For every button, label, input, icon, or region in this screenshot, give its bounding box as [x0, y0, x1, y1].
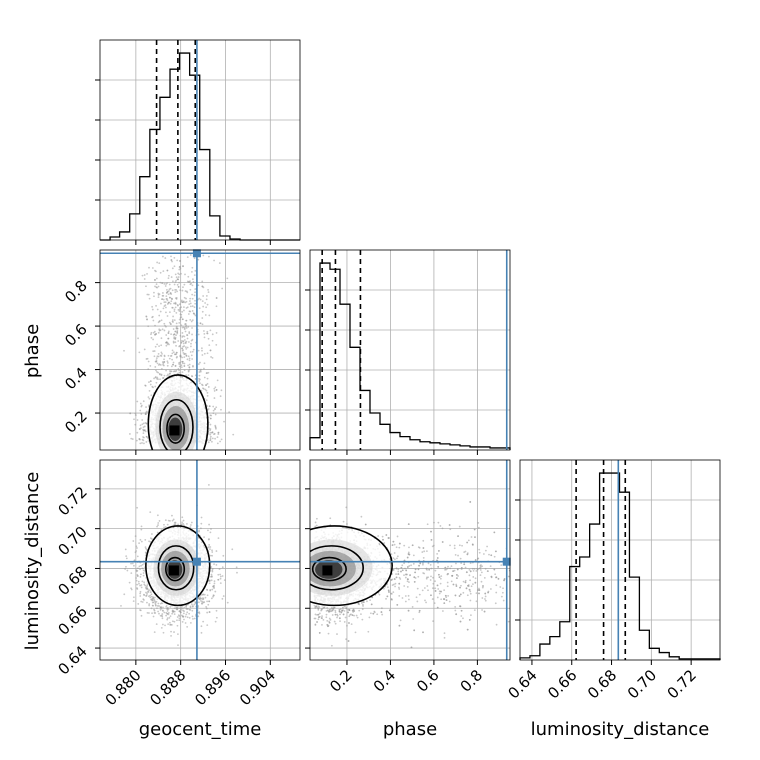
samples-luminosity-distance-vs-geocent-time — [120, 484, 238, 646]
panel-frame — [99, 459, 301, 661]
scatter-luminosity-distance-vs-phase — [305, 459, 511, 665]
scatter-luminosity-distance-vs-geocent-time — [95, 459, 301, 665]
x-axis-label-geocent-time: geocent_time — [139, 719, 262, 740]
histogram-phase — [309, 262, 511, 450]
truth-marker — [192, 557, 201, 566]
panel-frame — [309, 249, 511, 451]
contour-1 — [159, 398, 194, 450]
samples-luminosity-distance-vs-phase — [310, 501, 510, 649]
scatter-phase-vs-geocent-time — [95, 249, 301, 455]
contour-2 — [145, 525, 211, 607]
contour-1 — [157, 545, 195, 591]
panel-frame — [309, 459, 511, 661]
y-axis-label-luminosity-distance: luminosity_distance — [22, 472, 43, 651]
contour-0 — [165, 556, 186, 582]
density-peak — [168, 565, 179, 576]
hist-geocent-time — [95, 39, 301, 245]
x-axis-label-luminosity-distance: luminosity_distance — [531, 719, 710, 740]
contour-2 — [310, 525, 393, 607]
panel-frame — [519, 459, 721, 661]
panel-frame — [99, 249, 301, 451]
contour-2 — [147, 374, 209, 450]
contour-0 — [311, 556, 347, 582]
truth-marker — [192, 249, 201, 258]
density-peak — [322, 565, 333, 576]
truth-marker — [502, 557, 511, 566]
contour-0 — [166, 413, 185, 444]
density-peak — [169, 425, 180, 436]
x-axis-label-phase: phase — [383, 719, 437, 740]
contour-1 — [310, 545, 364, 591]
y-axis-label-phase: phase — [22, 324, 43, 378]
hist-luminosity-distance — [515, 459, 721, 665]
hist-phase — [305, 249, 511, 455]
panel-frame — [99, 39, 301, 241]
histogram-luminosity-distance — [519, 472, 721, 660]
